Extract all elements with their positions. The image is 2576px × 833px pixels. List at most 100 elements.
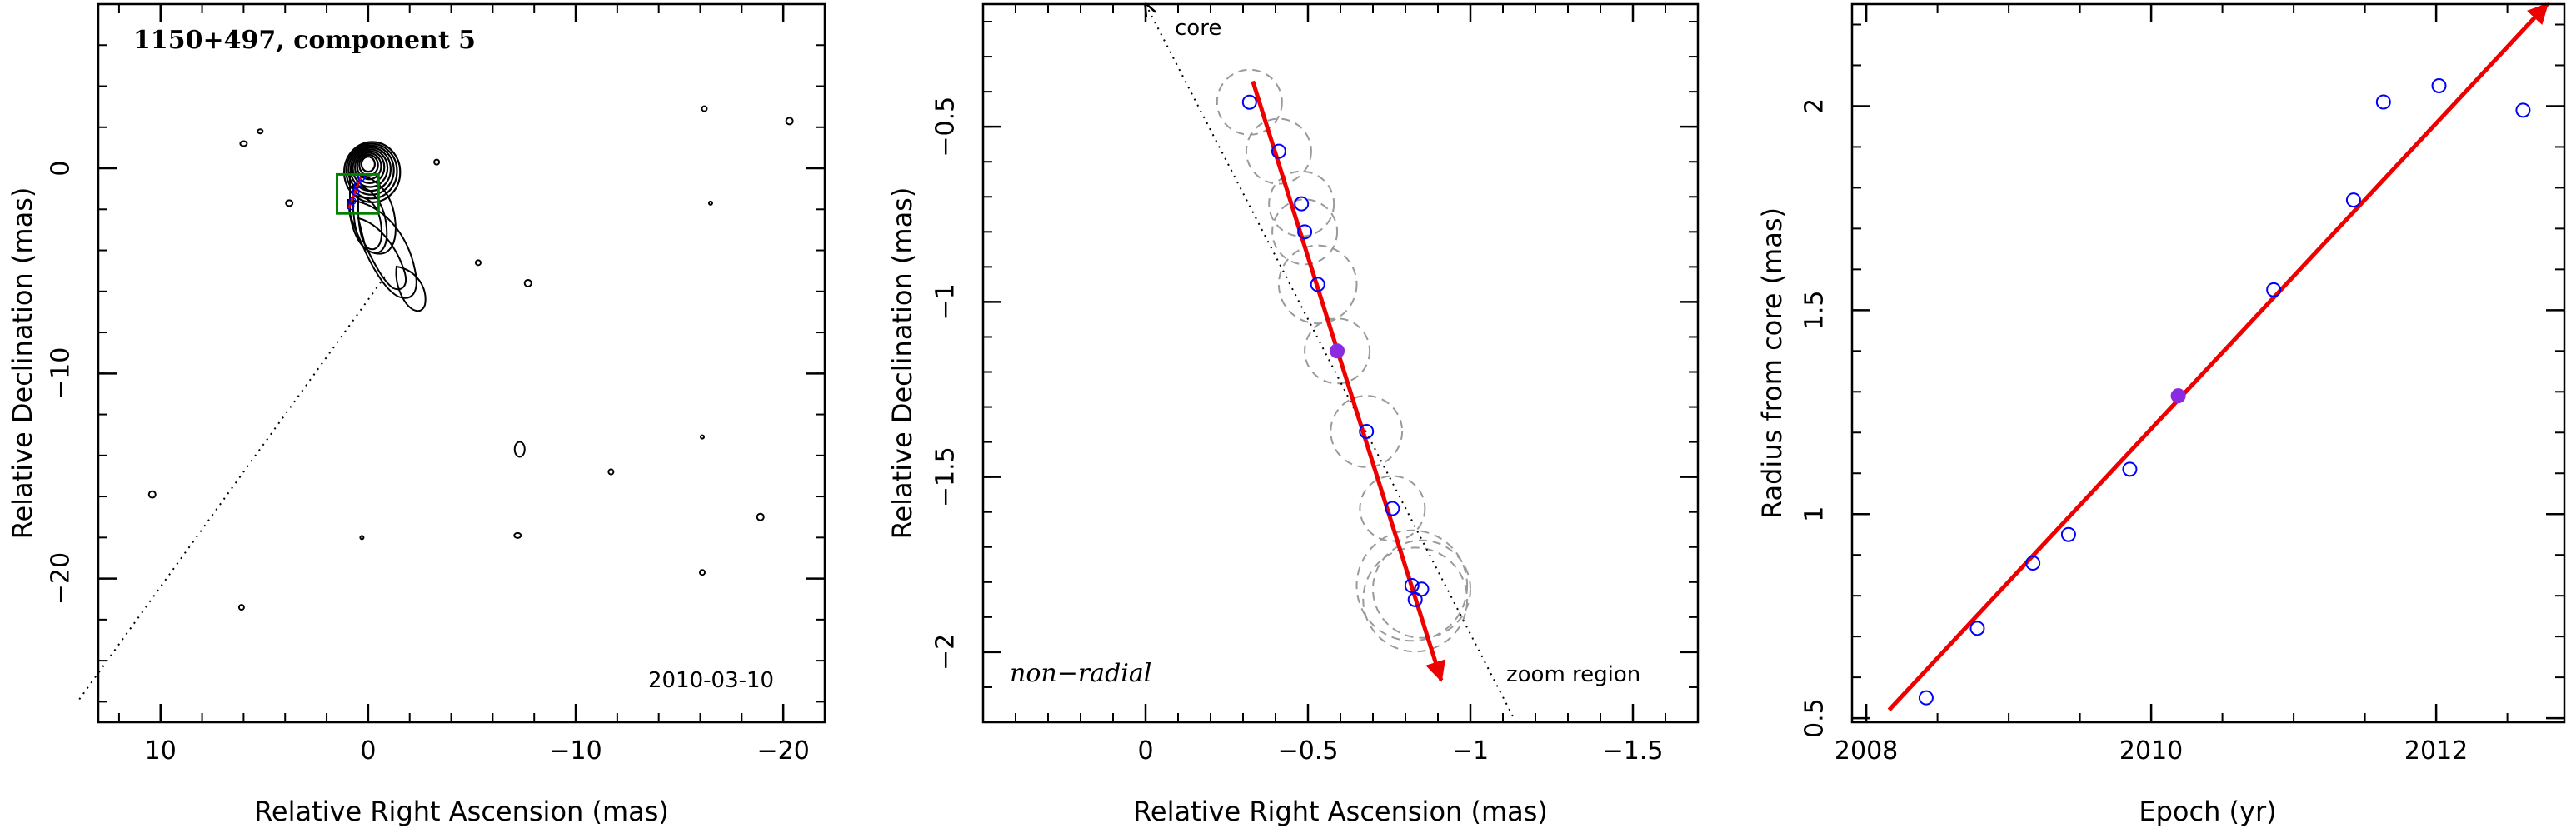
data-point <box>1969 621 1985 636</box>
contour-map <box>147 105 794 611</box>
x-axis-label: Relative Right Ascension (mas) <box>1133 796 1548 827</box>
noise-contour <box>756 512 765 521</box>
x-tick-label: 2012 <box>2404 736 2468 766</box>
y-tick-label: −2 <box>931 634 961 671</box>
data-point <box>2266 282 2282 297</box>
x-axis-label: Epoch (yr) <box>2139 796 2276 827</box>
jet-contour <box>347 198 417 299</box>
chart-title: 1150+497, component 5 <box>133 26 476 55</box>
data-point <box>2345 192 2361 208</box>
data-point <box>1359 423 1375 439</box>
component-size-circle <box>1359 475 1426 542</box>
data-point <box>2515 102 2531 118</box>
x-tick-label: −10 <box>549 736 602 766</box>
x-tick-label: −1.5 <box>1603 736 1664 766</box>
x-tick-label: −1 <box>1452 736 1489 766</box>
data-point <box>2122 461 2138 477</box>
x-tick-label: 0 <box>360 736 376 766</box>
noise-contour <box>699 569 706 576</box>
noise-contour <box>707 200 713 206</box>
y-tick-label: 0 <box>47 160 76 176</box>
jet-direction-line <box>77 276 386 702</box>
plot-frame <box>97 2 826 724</box>
jet-contour <box>395 265 427 312</box>
y-tick-label: −20 <box>47 552 76 605</box>
component-size-circle <box>1245 117 1312 185</box>
data-point <box>2025 555 2041 571</box>
x-tick-label: −20 <box>757 736 810 766</box>
mini-point <box>346 202 355 211</box>
component-size-circle <box>1362 546 1469 653</box>
data-point <box>2375 94 2391 110</box>
y-tick-label: 2 <box>1800 98 1830 114</box>
component-size-circle <box>1216 68 1283 136</box>
y-axis-label: Relative Declination (mas) <box>7 187 38 540</box>
data-point <box>1294 196 1310 212</box>
epoch-label: 2010-03-10 <box>648 668 774 693</box>
zoom-region-label: zoom region <box>1506 662 1640 687</box>
mini-point <box>353 180 362 189</box>
mini-point <box>352 187 360 197</box>
data-point <box>2431 77 2447 93</box>
component-size-circle <box>1355 529 1469 642</box>
noise-contour <box>237 604 245 611</box>
fit-line <box>1887 2 2549 712</box>
component-size-circles <box>1216 68 1471 653</box>
data-point <box>1297 224 1313 240</box>
y-tick-label: 1 <box>1800 506 1830 522</box>
motion-type-label: non−radial <box>1010 659 1151 688</box>
plot-frame <box>1850 2 2566 724</box>
x-tick-label: 2010 <box>2119 736 2183 766</box>
axis-ticks: 10 0 −10 −20 0 −10 −20 <box>47 4 825 766</box>
data-point <box>1271 143 1286 159</box>
core-contour <box>353 150 386 185</box>
data-point <box>1310 277 1325 292</box>
x-tick-label: −0.5 <box>1278 736 1339 766</box>
core-contour <box>347 144 395 196</box>
component-size-circle <box>1372 539 1471 639</box>
component-size-circle <box>1304 317 1371 385</box>
y-tick-label: −0.5 <box>931 97 961 157</box>
x-tick-label: 2008 <box>1835 736 1898 766</box>
noise-contour <box>513 531 522 539</box>
noise-contour <box>257 128 264 135</box>
panel-zoom-trajectory: 0 −0.5 −1 −1.5 −0.5 −1 −1.5 −2 core zoom region… <box>886 4 1700 827</box>
data-point <box>1330 343 1345 359</box>
axis-ticks: 0 −0.5 −1 −1.5 −0.5 −1 −1.5 −2 <box>931 4 1698 766</box>
data-point <box>1407 591 1423 607</box>
axis-ticks: 2008 2010 2012 0.5 1 1.5 2 <box>1800 4 2564 766</box>
panel-contour-map: 10 0 −10 −20 0 −10 −20 1150+497, component 5 2… <box>7 2 826 827</box>
component-size-circle <box>1330 395 1404 468</box>
noise-contour <box>785 117 794 126</box>
y-tick-label: −1 <box>931 283 961 320</box>
core-contour <box>345 142 398 200</box>
velocity-vector <box>1251 80 1446 682</box>
zoom-box <box>336 172 380 215</box>
data-point <box>1385 501 1400 516</box>
noise-contour <box>239 140 248 147</box>
y-axis-label: Relative Declination (mas) <box>886 187 918 540</box>
component-size-circle <box>1271 198 1339 266</box>
core-direction-line <box>1146 4 1517 723</box>
y-axis-label: Radius from core (mas) <box>1756 207 1788 519</box>
core-contour <box>352 148 389 188</box>
y-tick-label: 1.5 <box>1800 290 1830 330</box>
noise-contour <box>700 434 706 440</box>
y-tick-label: −1.5 <box>931 446 961 507</box>
y-tick-label: −10 <box>47 347 76 400</box>
data-point <box>1414 581 1430 597</box>
position-points <box>1241 94 1430 607</box>
noise-contour <box>474 259 482 267</box>
x-axis-label: Relative Right Ascension (mas) <box>254 796 669 827</box>
noise-contour <box>147 490 157 499</box>
x-tick-label: 0 <box>1137 736 1153 766</box>
noise-contour <box>607 468 615 476</box>
x-tick-label: 10 <box>145 736 177 766</box>
noise-contour <box>513 441 526 458</box>
mini-point <box>348 197 357 206</box>
jet-contour <box>357 217 407 291</box>
data-point <box>1404 578 1420 594</box>
noise-contour <box>359 535 365 541</box>
radius-points <box>1918 77 2531 706</box>
